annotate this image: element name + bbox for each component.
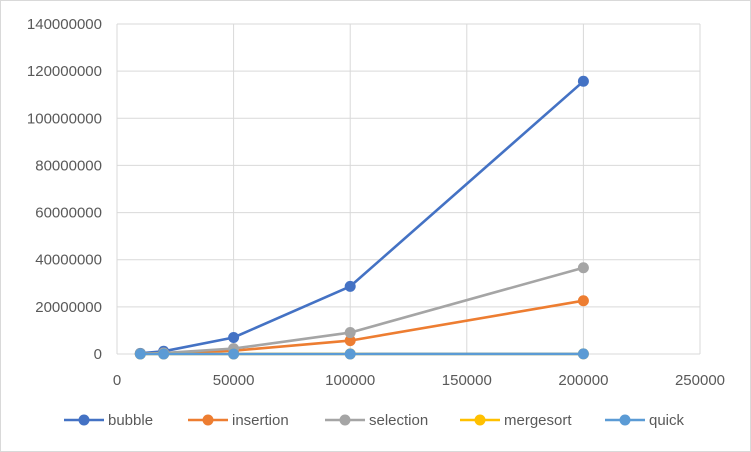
legend-marker — [339, 414, 351, 426]
data-point-bubble — [577, 75, 589, 87]
y-tick-label: 40000000 — [35, 252, 102, 269]
legend-item-mergesort: mergesort — [460, 412, 572, 429]
x-tick-label: 50000 — [213, 372, 255, 389]
data-point-quick — [158, 348, 170, 360]
x-tick-label: 250000 — [675, 372, 725, 389]
data-point-quick — [134, 348, 146, 360]
x-tick-label: 150000 — [442, 372, 492, 389]
y-axis-tick-labels: 0 20000000 40000000 60000000 80000000 1000000… — [27, 16, 102, 363]
legend-item-quick: quick — [605, 412, 685, 429]
y-tick-label: 0 — [94, 346, 102, 363]
legend-label: selection — [369, 412, 428, 429]
legend-label: mergesort — [504, 412, 572, 429]
data-point-quick — [228, 348, 240, 360]
data-point-quick — [577, 348, 589, 360]
x-tick-label: 100000 — [325, 372, 375, 389]
legend: bubble insertion selection mergesort quick — [64, 412, 685, 429]
y-tick-label: 100000000 — [27, 110, 102, 127]
legend-marker — [202, 414, 214, 426]
legend-item-bubble: bubble — [64, 412, 153, 429]
legend-item-insertion: insertion — [188, 412, 289, 429]
legend-label: bubble — [108, 412, 153, 429]
legend-marker — [474, 414, 486, 426]
legend-label: insertion — [232, 412, 289, 429]
data-point-insertion — [344, 335, 356, 347]
legend-marker — [78, 414, 90, 426]
data-point-bubble — [228, 332, 240, 343]
y-tick-label: 80000000 — [35, 157, 102, 174]
data-point-selection — [344, 327, 356, 339]
legend-marker — [619, 414, 631, 426]
series-line-selection — [140, 266, 584, 356]
series-lines — [134, 75, 589, 360]
y-tick-label: 60000000 — [35, 205, 102, 222]
data-point-insertion — [577, 295, 589, 307]
x-axis-tick-labels: 0 50000 100000 150000 200000 250000 — [113, 372, 725, 389]
legend-item-selection: selection — [325, 412, 428, 429]
data-point-bubble — [344, 280, 356, 292]
data-point-quick — [344, 348, 356, 360]
data-point-selection — [577, 262, 589, 274]
y-tick-label: 140000000 — [27, 16, 102, 33]
gridlines — [116, 23, 701, 355]
series-line-insertion — [140, 299, 584, 356]
x-tick-label: 200000 — [558, 372, 608, 389]
y-tick-label: 20000000 — [35, 299, 102, 316]
legend-label: quick — [649, 412, 685, 429]
y-tick-label: 120000000 — [27, 63, 102, 80]
x-tick-label: 0 — [113, 372, 121, 389]
series-quick — [134, 348, 589, 360]
